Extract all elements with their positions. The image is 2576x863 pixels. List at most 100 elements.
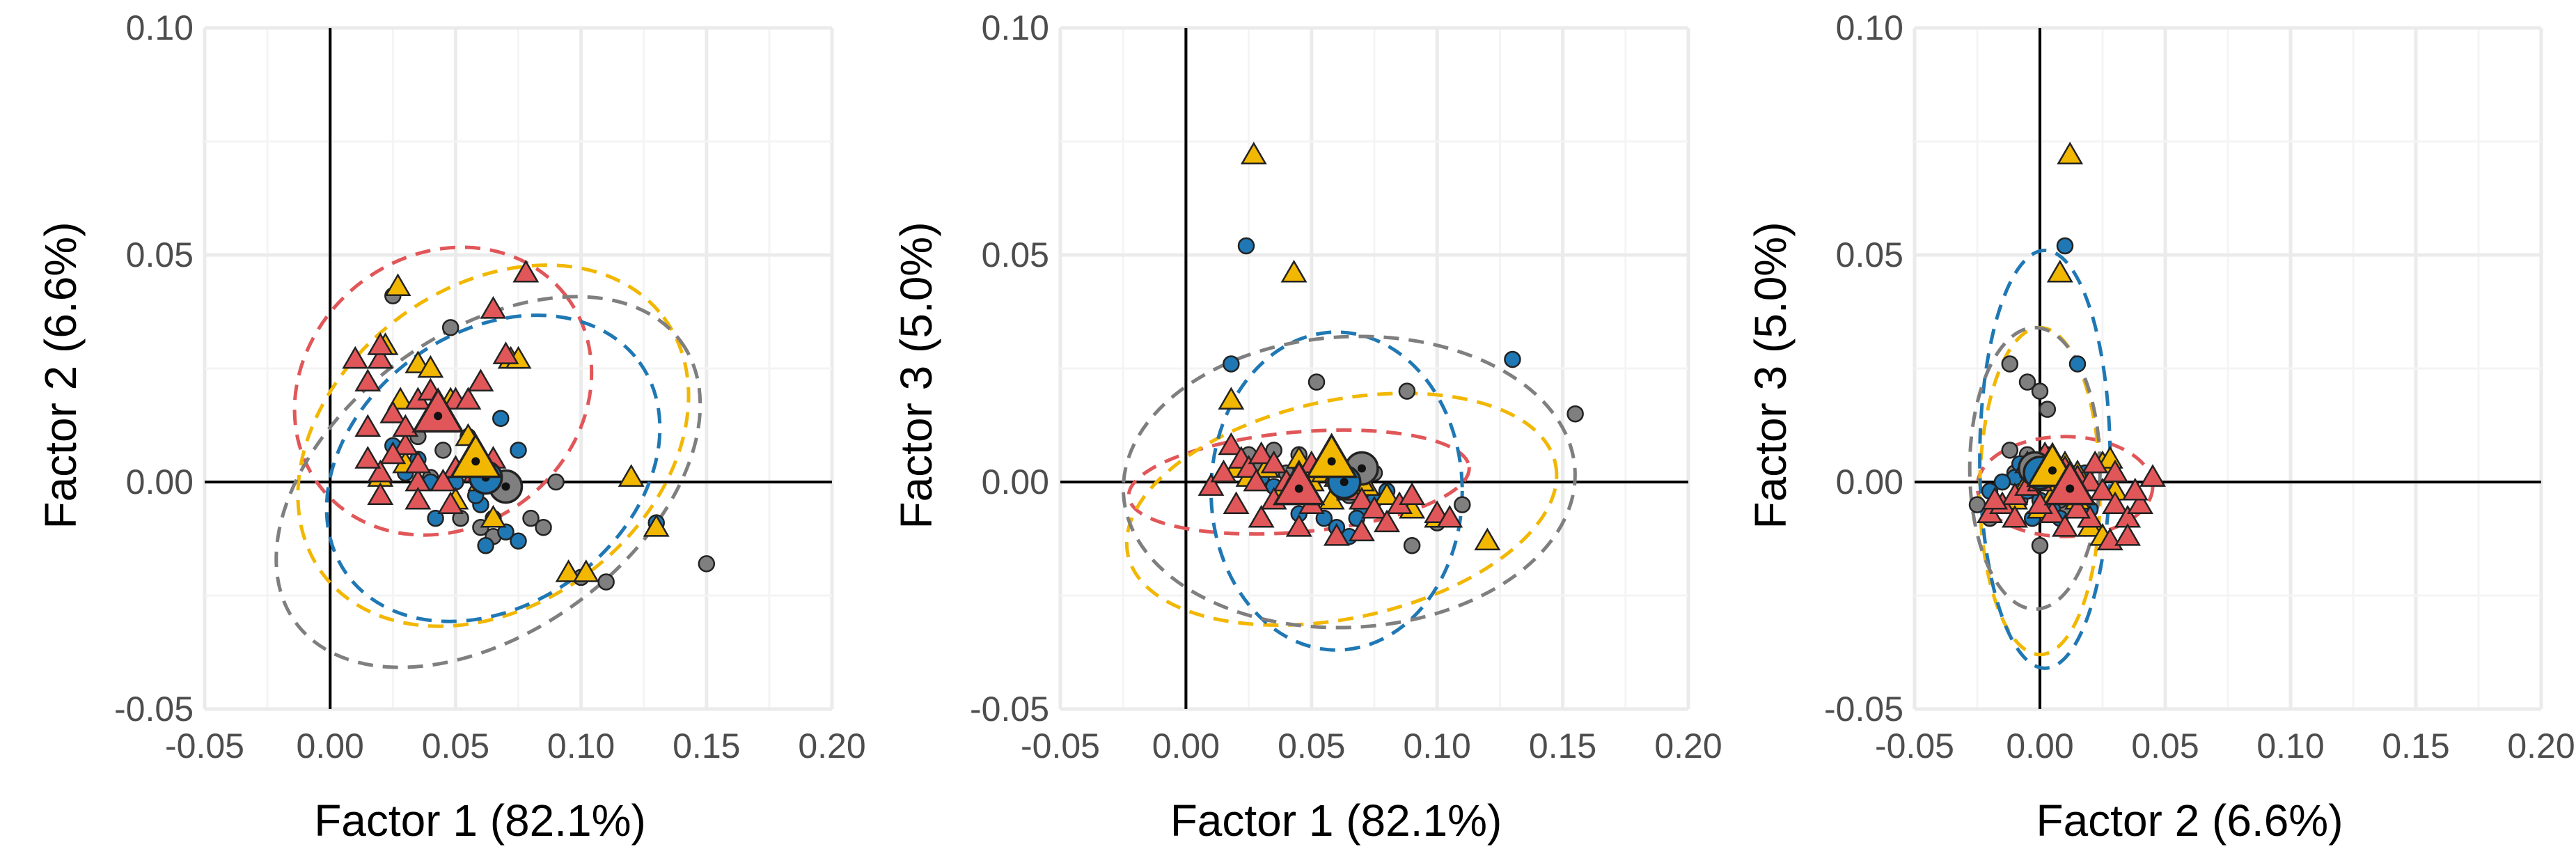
point-yellow [1280,259,1307,283]
point-blue [1504,350,1521,368]
point-red [1436,504,1463,528]
x-tick-label: 0.20 [798,726,865,765]
x-tick-label: 0.10 [2256,726,2324,765]
point-gray [2001,355,2019,373]
tick-labels: -0.05 0.00 0.05 0.10 0.15 0.20 -0.05 0.00 0.05 0.… [114,8,866,765]
x-tick-label: 0.10 [547,726,615,765]
point-red [455,387,482,410]
point-red [2127,491,2153,514]
centroids [2018,442,2096,506]
y-tick-label: 0.05 [1836,235,1903,274]
centroid-dot-blue [1340,478,1349,486]
y-tick-label: 0.00 [982,462,1049,502]
point-red [1218,432,1245,456]
point-gray [1307,373,1326,391]
ellipse-blue [324,313,662,623]
y-tick-label: 0.05 [126,235,194,274]
point-blue [427,509,444,527]
point-red [1374,509,1401,533]
y-tick-label: 0.00 [126,462,194,502]
point-gray [698,555,716,573]
point-gray [434,442,452,459]
point-gray [547,473,565,491]
point-blue [497,523,515,541]
x-tick-label: 0.05 [2131,726,2199,765]
point-red [1399,482,1426,505]
centroids [411,387,524,504]
ellipse-yellow [296,263,691,628]
point-red [1223,491,1250,514]
point-red [512,259,540,283]
point-red [2089,477,2116,501]
y-axis-title: Factor 2 (6.6%) [36,221,86,529]
centroid-yellow [1305,433,1358,479]
point-red [1348,486,1375,510]
centroid-red [2043,460,2096,506]
x-tick-label: 0.10 [1404,726,1471,765]
point-red [1248,504,1275,528]
point-red [2052,513,2078,537]
x-tick-label: 0.15 [2382,726,2449,765]
x-tick-label: 0.15 [673,726,740,765]
y-tick-label: 0.10 [1836,8,1903,47]
point-red [367,345,394,369]
point-gray [1454,496,1471,513]
point-red [1248,441,1275,465]
point-red [2102,459,2128,483]
point-red [437,491,464,514]
x-tick-label: 0.20 [2507,726,2575,765]
point-red [367,459,394,483]
centroid-dot-red [434,412,443,421]
point-yellow [618,464,645,487]
point-red [342,345,369,369]
panel-factor2-vs-factor3: -0.05 0.00 0.05 0.10 0.15 0.20 -0.05 0.00 0.05 0.… [1745,8,2575,846]
point-red [405,450,432,474]
ellipse-yellow [1124,391,1559,628]
x-tick-label: -0.05 [1875,726,1954,765]
point-red [1981,486,2009,510]
point-yellow [2057,141,2084,164]
point-yellow [1240,141,1267,164]
centroids [1272,433,1379,506]
point-red [1285,513,1312,537]
point-blue [510,532,527,550]
centroid-dot-red [1294,484,1303,493]
x-tick-label: 0.00 [297,726,364,765]
y-tick-label: -0.05 [1824,690,1903,729]
y-axis-title: Factor 3 (5.0%) [1745,221,1796,529]
y-tick-label: 0.10 [982,8,1049,47]
point-red [2002,504,2028,528]
point-gray [2039,401,2057,418]
point-blue [2068,355,2087,373]
x-tick-label: 0.15 [1529,726,1596,765]
point-yellow [555,559,582,582]
grid [1913,26,2543,711]
point-blue [1223,355,1240,373]
point-yellow [1218,387,1245,410]
point-blue [1237,237,1255,255]
point-gray [535,518,552,536]
centroid-red [1272,460,1326,506]
y-tick-label: -0.05 [970,690,1049,729]
tick-labels: -0.05 0.00 0.05 0.10 0.15 0.20 -0.05 0.00 0.05 0.… [970,8,1722,765]
point-yellow [572,559,599,582]
panel-factor1-vs-factor2: -0.05 0.00 0.05 0.10 0.15 0.20 -0.05 0.00 0.05 0.… [36,8,866,846]
panel-factor1-vs-factor3: -0.05 0.00 0.05 0.10 0.15 0.20 -0.05 0.00 0.05 0.… [891,8,1722,846]
point-red [2102,491,2128,514]
point-yellow [1374,482,1401,505]
point-blue [492,410,510,427]
centroid-dot-yellow [471,457,480,466]
y-tick-label: 0.10 [126,8,194,47]
point-red [480,296,507,319]
point-gray [2031,537,2049,554]
centroid-dot-yellow [1327,457,1336,466]
point-red [1260,450,1287,474]
point-red [2082,450,2109,474]
point-blue [1993,473,2011,491]
ellipse-red [292,245,594,537]
ellipse-gray [1121,334,1577,630]
point-yellow [2046,259,2073,283]
x-tick-label: 0.00 [2006,726,2073,765]
point-yellow [384,273,411,297]
